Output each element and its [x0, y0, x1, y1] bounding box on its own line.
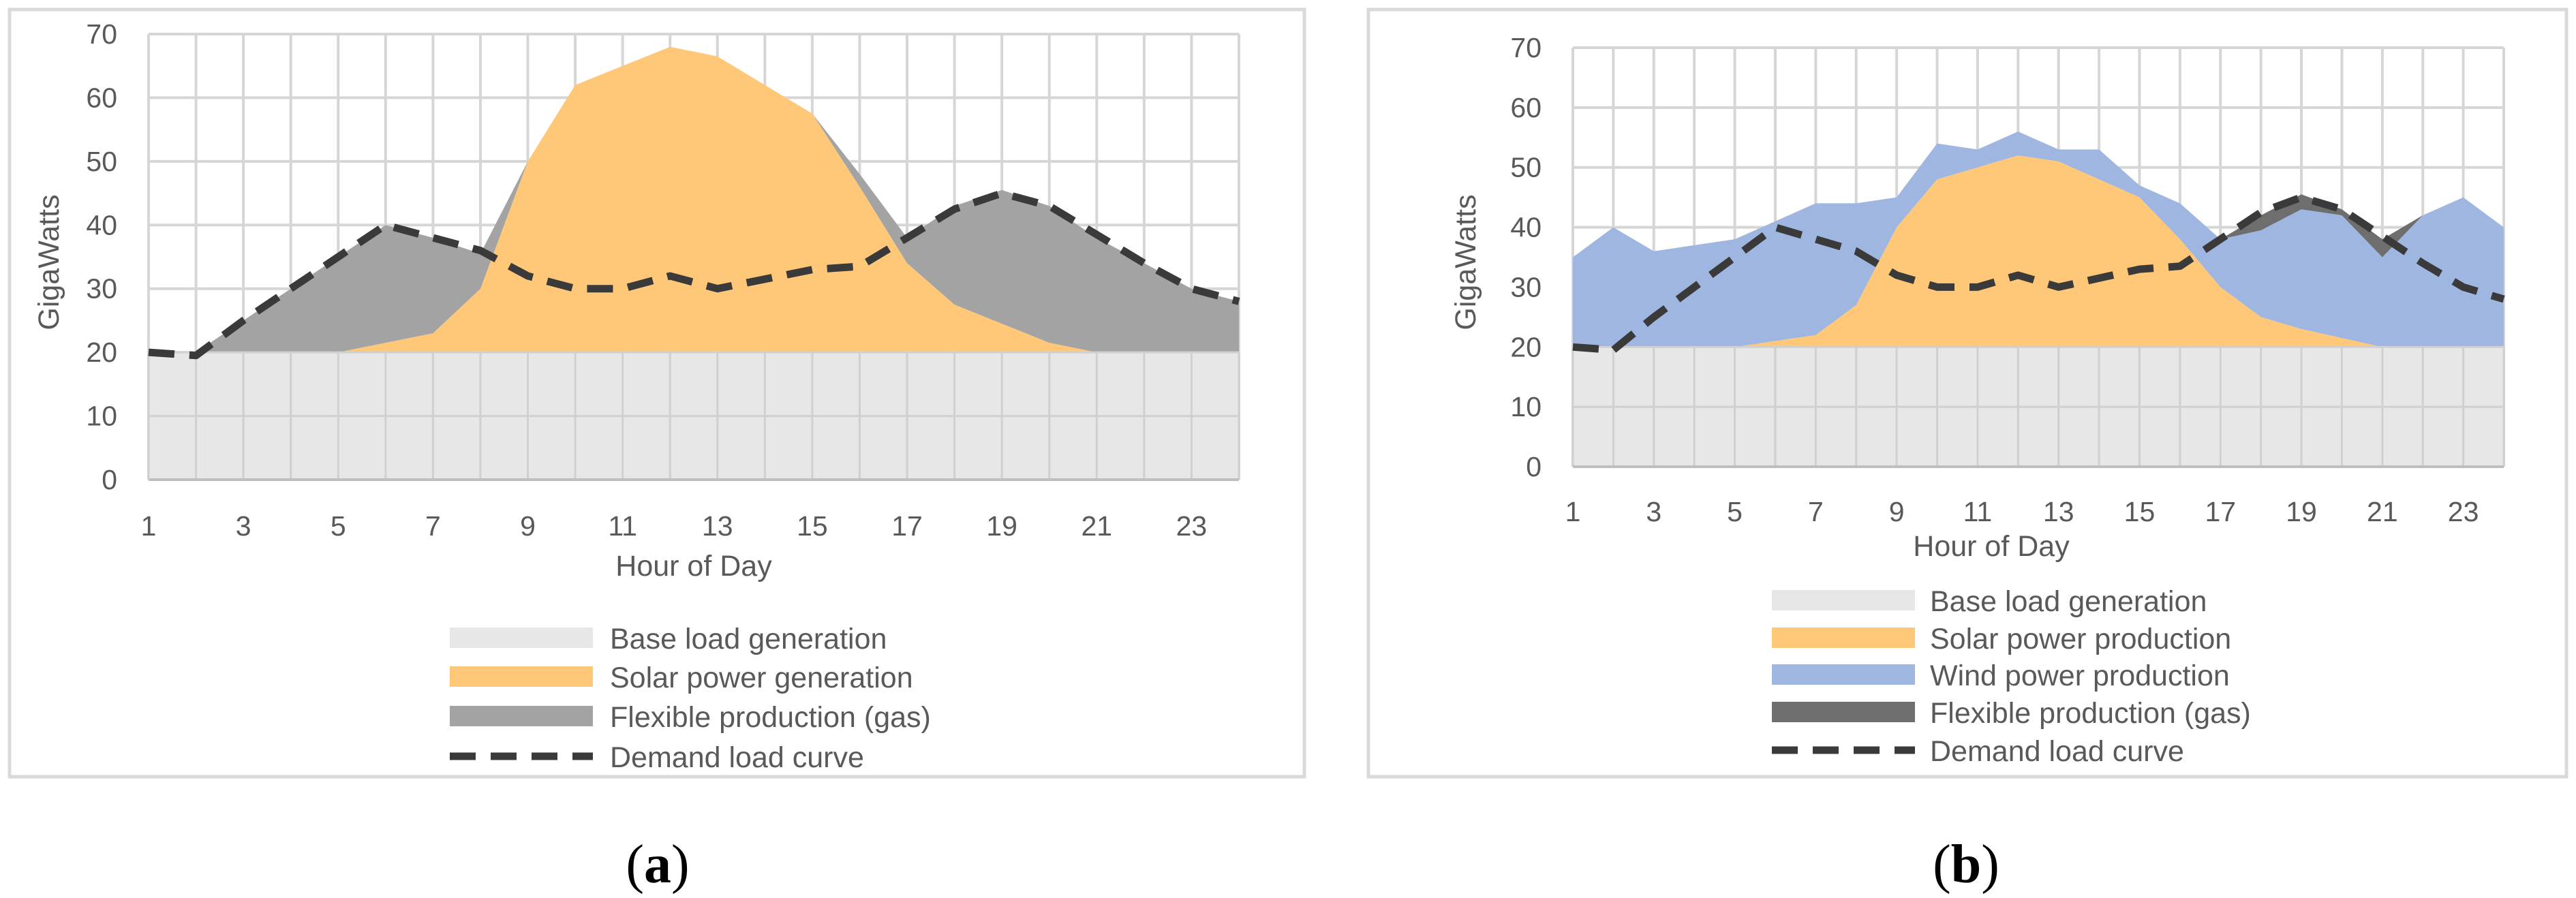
panel-b-x-tick: 19 [2286, 496, 2317, 527]
panel-a-x-tick: 13 [702, 510, 733, 542]
panel-b-xlabel: Hour of Day [1913, 530, 2070, 563]
panel-b-demand-line [1572, 193, 2505, 354]
panel-a-y-tick: 70 [86, 18, 117, 50]
panel-b-x-tick: 23 [2448, 496, 2479, 527]
panel-b-legend: Base load generation Solar power producti… [1772, 585, 2251, 768]
panel-a-y-tick: 60 [86, 82, 117, 113]
panel-b-x-tick: 13 [2043, 496, 2074, 527]
panel-b-x-tick: 5 [1727, 496, 1743, 527]
legend-swatch-wind [1772, 664, 1915, 685]
panel-b-y-tick: 0 [1526, 451, 1542, 482]
legend-swatch-gas_b [1772, 702, 1915, 722]
panel-a-x-tick: 19 [986, 510, 1017, 542]
panel-b-y-tick: 40 [1510, 212, 1542, 243]
panel-a-demand-line [148, 189, 1240, 360]
panel-a-y-tick: 50 [86, 146, 117, 177]
panel-a-y-tick: 40 [86, 209, 117, 241]
legend-swatch-base [1772, 590, 1915, 610]
legend-label: Base load generation [1930, 585, 2207, 618]
panel-b-label: (b) [1933, 835, 1999, 895]
panel-a-label: (a) [626, 835, 689, 895]
panel-a-y-tick: 0 [102, 464, 117, 495]
panel-a-x-tick: 15 [797, 510, 828, 542]
panel-b-x-tick: 21 [2367, 496, 2398, 527]
panel-b-x-tick: 1 [1565, 496, 1581, 527]
panel-b-x-tick: 9 [1889, 496, 1905, 527]
panel-b-y-tick: 10 [1510, 391, 1542, 422]
legend-label: Base load generation [610, 623, 887, 655]
panel-b-x-tick: 11 [1963, 496, 1993, 527]
panel-a-x-tick: 1 [141, 510, 157, 542]
panel-a-area-gas_a [149, 46, 1239, 353]
panel-b-area-solar [1573, 155, 2504, 347]
panel-a-x-tick: 3 [236, 510, 251, 542]
panel-b-y-tick: 20 [1510, 331, 1542, 362]
panel-a-x-tick: 7 [425, 510, 441, 542]
panel-a-y-tick: 30 [86, 273, 117, 305]
legend-label: Demand load curve [1930, 735, 2184, 768]
panel-b-x-tick: 15 [2124, 496, 2156, 527]
legend-swatch-solar [1772, 628, 1915, 648]
panel-a-x-tick: 23 [1176, 510, 1208, 542]
panel-b-x-tick: 17 [2205, 496, 2236, 527]
panel-a-area-solar [149, 46, 1239, 353]
panel-a-x-tick: 11 [608, 510, 637, 542]
legend-label: Flexible production (gas) [1930, 697, 2251, 730]
legend-label: Solar power production [1930, 623, 2231, 655]
panel-a-x-tick: 9 [520, 510, 536, 542]
legend-label: Solar power generation [610, 662, 913, 694]
panel-a-xlabel: Hour of Day [615, 550, 772, 583]
legend-label: Demand load curve [610, 741, 864, 774]
panel-b-x-tick: 3 [1646, 496, 1661, 527]
panel-b-x-tick: 7 [1808, 496, 1824, 527]
panel-a-y-tick: 20 [86, 337, 117, 368]
panel-b-y-tick: 70 [1510, 32, 1542, 63]
legend-swatch-solar [450, 666, 593, 687]
panel-a-x-tick: 21 [1081, 510, 1112, 542]
panel-b-ylabel: GigaWatts [1450, 194, 1482, 330]
panel-a-ylabel: GigaWatts [33, 194, 65, 330]
legend-swatch-gas_a [450, 706, 593, 726]
panel-a-legend: Base load generation Solar power generati… [450, 623, 931, 774]
legend-label: Flexible production (gas) [610, 701, 931, 734]
panel-a-x-tick: 17 [891, 510, 923, 542]
panel-b-area-wind [1573, 131, 2504, 347]
panel-a-y-tick: 10 [86, 401, 117, 432]
legend-label: Wind power production [1930, 660, 2230, 692]
panel-a-x-tick: 5 [331, 510, 346, 542]
panel-b-y-tick: 30 [1510, 271, 1542, 303]
legend-swatch-base [450, 628, 593, 648]
panel-b-y-tick: 50 [1510, 152, 1542, 183]
panel-b-y-tick: 60 [1510, 92, 1542, 123]
